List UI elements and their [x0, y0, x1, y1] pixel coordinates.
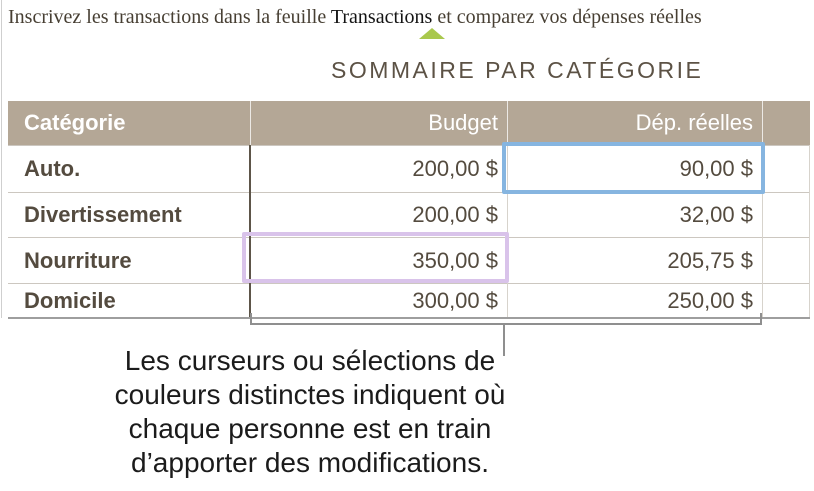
cell-category[interactable]: Divertissement	[24, 202, 182, 227]
caption-line: chaque personne est en train	[128, 413, 492, 444]
cell-budget[interactable]: 300,00 $	[412, 288, 498, 313]
caption-line: Les curseurs ou sélections de	[124, 345, 496, 376]
column-divider-light-1	[507, 145, 508, 318]
cell-actual[interactable]: 250,00 $	[667, 288, 753, 313]
table-row-nourriture: Nourriture 350,00 $ 205,75 $	[8, 237, 810, 283]
callout-bracket-left-tick	[250, 313, 252, 325]
column-divider-light-2	[762, 145, 763, 318]
callout-bracket-right-tick	[760, 313, 762, 325]
header-separator-2	[507, 101, 508, 145]
cell-budget[interactable]: 350,00 $	[412, 247, 498, 273]
cell-actual[interactable]: 205,75 $	[667, 247, 753, 273]
header-cell-categorie[interactable]: Catégorie	[24, 110, 126, 135]
instruction-after: et comparez vos dépenses réelles	[432, 6, 702, 28]
cell-actual[interactable]: 32,00 $	[679, 202, 753, 227]
callout-bracket	[250, 323, 762, 325]
cell-empty[interactable]	[762, 146, 810, 192]
instruction-before: Inscrivez les transactions dans la feuil…	[8, 6, 331, 28]
caption-line: couleurs distinctes indiquent où	[114, 379, 506, 410]
header-cell-dep-reelles[interactable]: Dép. réelles	[635, 110, 753, 135]
table-row-auto: Auto. 200,00 $ 90,00 $	[8, 145, 810, 192]
cell-actual[interactable]: 90,00 $	[679, 156, 753, 181]
sheet-left-edge	[1, 0, 2, 318]
table-row-domicile: Domicile 300,00 $ 250,00 $	[8, 283, 810, 318]
cell-empty[interactable]	[762, 284, 810, 318]
header-cell-empty[interactable]	[762, 101, 810, 145]
table-title: SOMMAIRE PAR CATÉGORIE	[331, 57, 704, 83]
cell-category[interactable]: Nourriture	[24, 247, 132, 273]
callout-caption: Les curseurs ou sélections de couleurs d…	[75, 344, 545, 480]
table-row-divertissement: Divertissement 200,00 $ 32,00 $	[8, 192, 810, 237]
column-divider-dark	[249, 145, 251, 318]
cell-empty[interactable]	[762, 193, 810, 237]
cell-budget[interactable]: 200,00 $	[412, 156, 498, 181]
collaborator-selection-blue	[502, 142, 765, 194]
summary-table: Catégorie Budget Dép. réelles Auto. 200,…	[8, 101, 810, 318]
cell-empty[interactable]	[762, 238, 810, 283]
table-right-edge	[809, 145, 810, 318]
instruction-text: Inscrivez les transactions dans la feuil…	[8, 4, 810, 30]
callout-leader-line	[503, 323, 505, 356]
cell-budget[interactable]: 200,00 $	[412, 202, 498, 227]
green-marker-triangle-icon	[419, 28, 445, 39]
header-cell-budget[interactable]: Budget	[428, 110, 498, 135]
cell-category[interactable]: Auto.	[24, 156, 81, 181]
header-separator-3	[762, 101, 763, 145]
instruction-highlight-transactions: Transactions	[330, 6, 433, 28]
table-header-row: Catégorie Budget Dép. réelles	[8, 101, 810, 145]
header-separator-1	[250, 101, 251, 145]
caption-line: d’apporter des modifications.	[131, 447, 489, 478]
table-bottom-border	[8, 317, 810, 319]
cell-category[interactable]: Domicile	[24, 288, 116, 313]
collaborator-selection-purple	[242, 232, 509, 283]
